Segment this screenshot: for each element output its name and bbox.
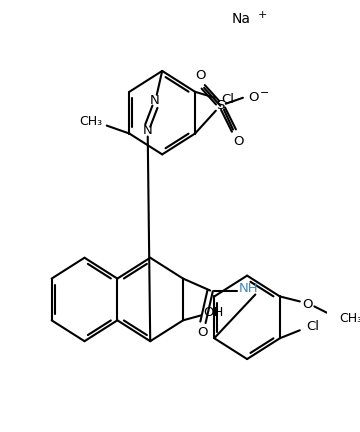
Text: O: O [198, 326, 208, 339]
Text: O: O [233, 135, 244, 148]
Text: S: S [216, 99, 225, 112]
Text: Cl: Cl [221, 93, 234, 106]
Text: Na: Na [232, 12, 251, 26]
Text: NH: NH [238, 282, 258, 295]
Text: N: N [150, 94, 160, 107]
Text: +: + [258, 10, 267, 20]
Text: O: O [248, 91, 259, 104]
Text: Cl: Cl [306, 320, 319, 333]
Text: CH₃: CH₃ [339, 312, 360, 325]
Text: N: N [143, 124, 153, 137]
Text: OH: OH [204, 306, 224, 319]
Text: CH₃: CH₃ [79, 115, 102, 128]
Text: −: − [260, 88, 269, 98]
Text: O: O [302, 298, 312, 311]
Text: O: O [195, 70, 206, 83]
